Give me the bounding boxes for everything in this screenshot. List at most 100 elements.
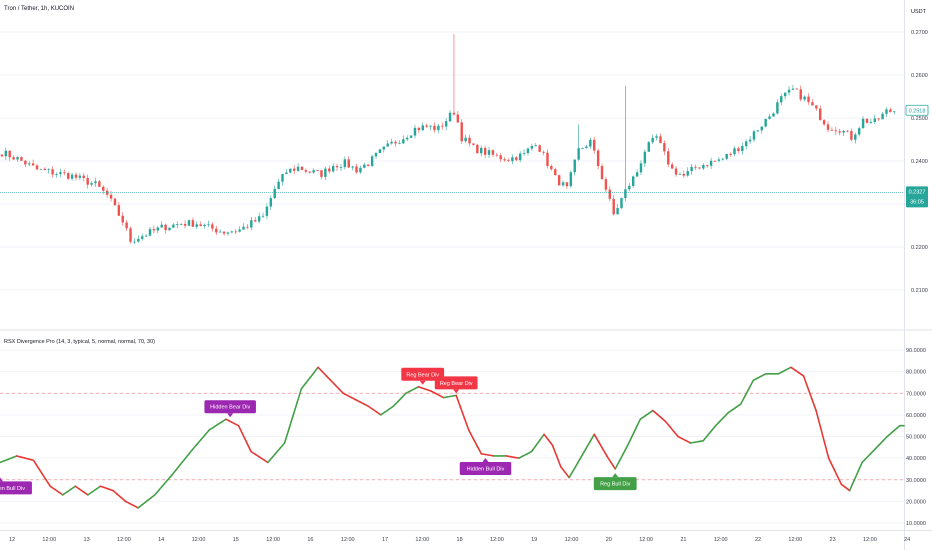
candle-body[interactable]	[121, 215, 124, 223]
candle-body[interactable]	[179, 223, 183, 225]
candle-body[interactable]	[405, 137, 409, 140]
candle-body[interactable]	[783, 92, 787, 97]
candle-body[interactable]	[873, 118, 876, 122]
candle-body[interactable]	[43, 168, 47, 170]
candle-body[interactable]	[250, 220, 253, 228]
candle-body[interactable]	[347, 159, 350, 168]
candle-body[interactable]	[328, 168, 331, 172]
candle-body[interactable]	[429, 125, 432, 127]
candle-body[interactable]	[187, 220, 191, 226]
candle-body[interactable]	[183, 223, 187, 226]
candle-body[interactable]	[90, 183, 93, 185]
candle-body[interactable]	[191, 220, 195, 227]
candle-body[interactable]	[616, 208, 619, 215]
candle-body[interactable]	[534, 145, 537, 147]
candle-body[interactable]	[760, 126, 763, 131]
candle-body[interactable]	[335, 166, 339, 168]
candle-body[interactable]	[378, 149, 382, 154]
candle-body[interactable]	[729, 153, 732, 155]
candle-body[interactable]	[865, 118, 869, 123]
candle-body[interactable]	[741, 146, 744, 152]
candle-body[interactable]	[35, 165, 39, 170]
candle-body[interactable]	[585, 146, 588, 149]
candle-body[interactable]	[215, 228, 218, 233]
candle-body[interactable]	[265, 206, 269, 216]
candle-body[interactable]	[515, 157, 518, 161]
candle-body[interactable]	[651, 137, 654, 143]
candle-body[interactable]	[238, 229, 241, 232]
candle-body[interactable]	[172, 224, 175, 228]
candle-body[interactable]	[744, 141, 748, 147]
candle-body[interactable]	[795, 88, 799, 90]
candle-body[interactable]	[557, 175, 561, 186]
candle-body[interactable]	[546, 152, 549, 167]
candle-body[interactable]	[390, 141, 393, 144]
candle-body[interactable]	[94, 181, 97, 184]
candle-body[interactable]	[292, 168, 296, 171]
candle-body[interactable]	[16, 157, 19, 160]
candle-body[interactable]	[398, 143, 401, 145]
candle-body[interactable]	[518, 153, 522, 161]
candle-body[interactable]	[834, 130, 838, 132]
candle-body[interactable]	[487, 150, 491, 155]
candle-body[interactable]	[273, 188, 276, 199]
candle-body[interactable]	[102, 186, 105, 191]
candle-body[interactable]	[854, 134, 857, 140]
candle-body[interactable]	[226, 232, 230, 234]
candle-body[interactable]	[55, 174, 58, 175]
candle-body[interactable]	[98, 181, 101, 187]
candle-body[interactable]	[799, 89, 802, 100]
candle-body[interactable]	[628, 185, 631, 190]
candle-body[interactable]	[620, 198, 623, 209]
candle-body[interactable]	[367, 164, 370, 166]
candle-body[interactable]	[331, 166, 335, 172]
candle-body[interactable]	[807, 96, 810, 103]
candle-body[interactable]	[59, 172, 62, 175]
candle-body[interactable]	[522, 152, 526, 154]
candle-body[interactable]	[70, 174, 74, 179]
candle-body[interactable]	[4, 150, 8, 157]
candle-body[interactable]	[277, 181, 280, 189]
candle-body[interactable]	[257, 216, 261, 222]
candle-body[interactable]	[82, 175, 85, 178]
candle-body[interactable]	[717, 159, 721, 161]
candle-body[interactable]	[830, 129, 834, 131]
candle-body[interactable]	[713, 160, 717, 162]
candle-body[interactable]	[550, 166, 553, 170]
candle-body[interactable]	[230, 231, 234, 233]
candle-body[interactable]	[655, 136, 658, 138]
candle-body[interactable]	[815, 105, 818, 109]
candle-body[interactable]	[491, 150, 495, 155]
candle-body[interactable]	[281, 174, 284, 182]
candle-body[interactable]	[495, 154, 499, 156]
candle-body[interactable]	[433, 125, 436, 131]
candle-body[interactable]	[694, 166, 697, 168]
candle-body[interactable]	[176, 224, 179, 225]
candle-body[interactable]	[542, 151, 545, 153]
candle-body[interactable]	[12, 157, 15, 160]
candle-body[interactable]	[667, 151, 670, 165]
candle-body[interactable]	[811, 102, 814, 106]
candle-body[interactable]	[441, 125, 444, 127]
candle-body[interactable]	[764, 118, 767, 127]
candle-body[interactable]	[612, 198, 615, 215]
candle-body[interactable]	[74, 174, 78, 178]
candle-body[interactable]	[682, 173, 686, 176]
candle-body[interactable]	[105, 190, 109, 195]
candle-body[interactable]	[316, 170, 319, 171]
candle-body[interactable]	[168, 227, 171, 231]
candle-body[interactable]	[842, 130, 845, 133]
candle-body[interactable]	[826, 124, 830, 130]
candle-body[interactable]	[468, 137, 471, 144]
candle-body[interactable]	[464, 137, 467, 142]
divergence-signal[interactable]: Hidden Bull Div	[0, 477, 32, 495]
divergence-signal[interactable]: Reg Bear Div	[434, 376, 478, 394]
candle-body[interactable]	[581, 148, 584, 149]
candle-body[interactable]	[351, 166, 354, 168]
candle-body[interactable]	[300, 166, 304, 171]
candle-body[interactable]	[663, 143, 666, 152]
candle-body[interactable]	[402, 139, 405, 144]
candle-body[interactable]	[593, 139, 596, 151]
candle-body[interactable]	[199, 224, 202, 226]
candle-body[interactable]	[218, 231, 222, 233]
